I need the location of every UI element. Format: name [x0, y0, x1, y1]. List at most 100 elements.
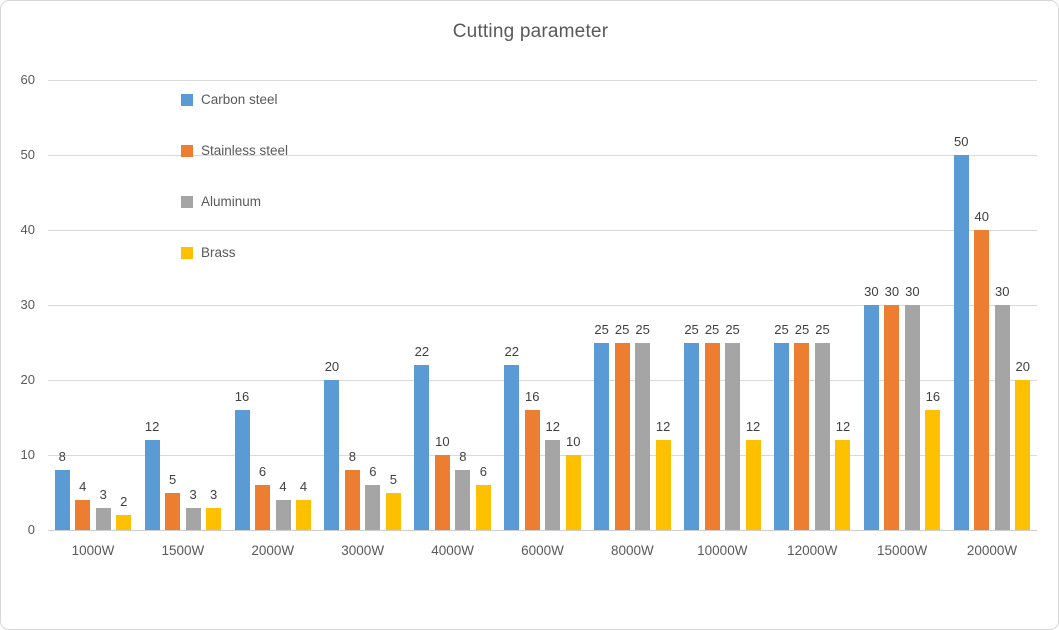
bar-value-label: 8 — [348, 449, 357, 464]
bar-value-label: 12 — [545, 419, 560, 434]
bar-value-label: 50 — [954, 134, 969, 149]
bar-value-label: 16 — [525, 389, 540, 404]
gridline — [48, 379, 1037, 381]
legend-label: Stainless steel — [201, 143, 289, 158]
bar-stainless-steel — [614, 342, 630, 530]
bar-aluminum — [455, 470, 471, 530]
bar-stainless-steel — [344, 470, 360, 530]
bar-stainless-steel — [524, 410, 540, 530]
bar-brass — [206, 507, 222, 530]
bar-value-label: 10 — [435, 434, 450, 449]
y-axis-tick-label: 0 — [27, 522, 35, 537]
bar-carbon-steel — [773, 342, 789, 530]
bar-aluminum — [275, 500, 291, 530]
bar-value-label: 8 — [459, 449, 467, 464]
x-axis-category-label: 3000W — [341, 543, 385, 558]
bar-aluminum — [545, 440, 561, 530]
bar-value-label: 4 — [299, 479, 308, 494]
bar-value-label: 30 — [884, 284, 900, 299]
bar-brass — [835, 440, 851, 530]
bar-brass — [385, 492, 401, 530]
bar-value-label: 40 — [974, 209, 990, 224]
bar-brass — [565, 455, 581, 530]
bar-stainless-steel — [974, 230, 990, 530]
bar-value-label: 8 — [58, 449, 66, 464]
bar-value-label: 22 — [414, 344, 430, 359]
bar-value-label: 5 — [389, 471, 398, 487]
gridline — [48, 79, 1037, 81]
legend-swatch-icon — [181, 144, 193, 157]
gridline — [48, 304, 1037, 306]
bar-aluminum — [994, 305, 1010, 530]
bar-carbon-steel — [144, 440, 160, 530]
bar-stainless-steel — [884, 305, 900, 530]
bar-carbon-steel — [414, 365, 430, 530]
bar-aluminum — [904, 305, 920, 530]
bar-value-label: 6 — [369, 464, 377, 479]
x-axis-category-label: 12000W — [787, 543, 838, 558]
bar-value-label: 2 — [120, 494, 128, 509]
bar-value-label: 30 — [864, 284, 879, 299]
bar-value-label: 3 — [99, 486, 107, 502]
x-axis-category-label: 8000W — [611, 543, 654, 558]
bar-carbon-steel — [594, 342, 610, 530]
bar-value-label: 3 — [189, 486, 197, 502]
legend-swatch-icon — [181, 195, 193, 208]
bar-value-label: 12 — [144, 419, 160, 434]
bar-brass — [475, 485, 491, 530]
bar-value-label: 25 — [815, 321, 830, 337]
legend: Carbon steel Stainless steel Aluminum Brass — [181, 91, 288, 295]
bar-carbon-steel — [953, 155, 969, 530]
bar-value-label: 22 — [504, 344, 519, 359]
bar-value-label: 6 — [258, 464, 267, 479]
bar-value-label: 12 — [745, 419, 761, 434]
x-axis-category-label: 1000W — [71, 543, 115, 558]
bar-value-label: 25 — [635, 321, 650, 337]
bar-aluminum — [814, 342, 830, 530]
bar-stainless-steel — [75, 500, 91, 530]
bar-stainless-steel — [434, 455, 450, 530]
bar-value-label: 5 — [168, 471, 177, 487]
bar-aluminum — [185, 507, 201, 530]
x-axis-category-label: 4000W — [431, 543, 474, 558]
bar-carbon-steel — [684, 342, 700, 530]
bar-value-label: 4 — [279, 479, 287, 494]
bar-value-label: 16 — [925, 389, 941, 404]
y-axis-tick-label: 10 — [20, 447, 35, 462]
bar-value-label: 25 — [614, 321, 630, 337]
bar-brass — [296, 500, 312, 530]
bar-value-label: 10 — [566, 434, 581, 449]
legend-swatch-icon — [181, 246, 193, 259]
chart-title: Cutting parameter — [452, 21, 609, 42]
y-axis-tick-label: 50 — [20, 147, 35, 162]
bar-stainless-steel — [255, 485, 271, 530]
bar-stainless-steel — [165, 492, 181, 530]
bar-carbon-steel — [234, 410, 250, 530]
y-axis-tick-label: 60 — [20, 72, 35, 87]
y-axis-tick-label: 40 — [20, 222, 35, 237]
legend-label: Brass — [201, 245, 236, 260]
bar-value-label: 20 — [324, 359, 340, 374]
bar-value-label: 6 — [479, 464, 487, 479]
bar-brass — [1015, 380, 1031, 530]
bar-brass — [745, 440, 761, 530]
bar-brass — [116, 515, 132, 530]
legend-item-carbon-steel: Carbon steel — [181, 91, 288, 108]
bar-value-label: 30 — [995, 284, 1010, 299]
bar-aluminum — [95, 507, 111, 530]
x-axis-category-label: 1500W — [161, 543, 205, 558]
bar-carbon-steel — [863, 305, 879, 530]
bar-stainless-steel — [704, 342, 720, 530]
bar-aluminum — [635, 342, 651, 530]
gridline — [48, 229, 1037, 231]
bar-brass — [655, 440, 671, 530]
x-axis-line — [48, 529, 1037, 531]
legend-item-stainless-steel: Stainless steel — [181, 142, 288, 159]
bar-value-label: 25 — [774, 321, 789, 337]
bar-value-label: 3 — [209, 486, 218, 502]
y-axis-tick-label: 20 — [20, 372, 35, 387]
legend-label: Aluminum — [201, 194, 262, 209]
bar-value-label: 16 — [234, 389, 250, 404]
bar-aluminum — [725, 342, 741, 530]
